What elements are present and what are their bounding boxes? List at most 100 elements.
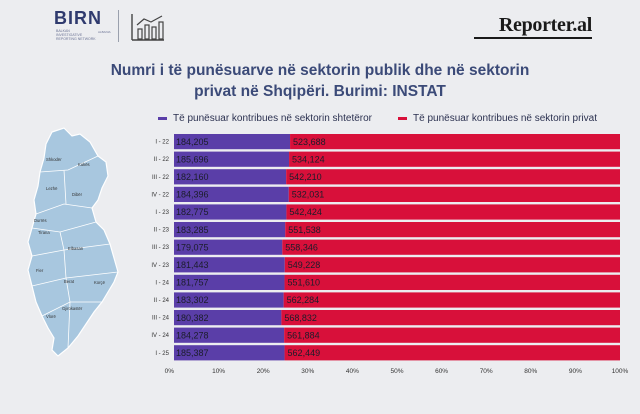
- albania-map: Shkodër Kukës Lezhë Dibër Durrës Tirana …: [27, 127, 119, 357]
- x-tick-label: 10%: [212, 368, 225, 375]
- category-label: I - 24: [155, 280, 169, 286]
- legend-item-public: Të punësuar kontribues në sektorin shtet…: [158, 113, 372, 124]
- data-label-private: 551,610: [288, 278, 321, 288]
- data-label-public: 180,382: [176, 313, 209, 323]
- data-label-private: 551,538: [288, 225, 321, 235]
- category-label: II - 23: [154, 228, 170, 234]
- data-label-private: 562,449: [288, 348, 321, 358]
- data-label-public: 185,387: [176, 348, 209, 358]
- data-label-public: 179,075: [176, 242, 209, 252]
- x-tick-label: 30%: [301, 368, 314, 375]
- header-divider: [118, 10, 119, 42]
- x-tick-label: 40%: [346, 368, 359, 375]
- data-label-private: 549,228: [288, 260, 321, 270]
- bar-public: [174, 239, 283, 255]
- legend-item-private: Të punësuar kontribues në sektorin priva…: [398, 113, 597, 124]
- map-label-tirana: Tirana: [38, 230, 50, 235]
- category-label: I - 23: [155, 210, 169, 216]
- chart-title-line2: privat në Shqipëri. Burimi: INSTAT: [194, 83, 446, 100]
- bar-public: [174, 151, 290, 167]
- x-tick-label: 80%: [524, 368, 537, 375]
- category-label: III - 23: [152, 245, 170, 251]
- stacked-bar-chart: 184,205 523,688 I - 22 185,696 534,124 II - 2…: [151, 134, 629, 375]
- bar-private: [286, 204, 620, 220]
- bar-private: [286, 169, 620, 185]
- bar-private: [283, 292, 620, 308]
- bar-private: [282, 239, 620, 255]
- map-label-gjirokaster: Gjirokastër: [62, 306, 83, 311]
- bar-private: [284, 274, 620, 290]
- bar-private: [290, 134, 620, 150]
- category-label: IV - 24: [151, 333, 169, 339]
- bar-private: [284, 345, 620, 361]
- bar-public: [174, 310, 282, 326]
- data-label-public: 184,396: [176, 190, 209, 200]
- legend-label-public: Të punësuar kontribues në sektorin shtet…: [173, 113, 372, 124]
- map-label-lezhe: Lezhë: [46, 186, 58, 191]
- data-label-private: 561,884: [287, 330, 320, 340]
- data-label-public: 184,205: [176, 137, 209, 147]
- map-label-shkoder: Shkodër: [46, 157, 62, 162]
- data-label-private: 532,031: [292, 190, 325, 200]
- x-tick-label: 0%: [165, 368, 175, 375]
- data-label-public: 182,775: [176, 207, 209, 217]
- bar-private: [284, 257, 620, 273]
- bar-public: [174, 186, 289, 202]
- legend-swatch-private: [398, 117, 407, 120]
- birn-logo-text: BIRN: [54, 8, 102, 28]
- data-label-public: 182,160: [176, 172, 209, 182]
- bar-public: [174, 327, 285, 343]
- bar-public: [174, 169, 287, 185]
- map-label-korce: Korçë: [94, 280, 106, 285]
- category-label: I - 22: [155, 140, 169, 146]
- data-label-private: 542,210: [289, 172, 322, 182]
- bar-public: [174, 222, 286, 238]
- data-label-public: 183,285: [176, 225, 209, 235]
- data-label-public: 184,278: [176, 330, 209, 340]
- category-label: II - 24: [154, 298, 170, 304]
- bar-public: [174, 292, 284, 308]
- map-label-vlore: Vlorë: [46, 314, 56, 319]
- reporter-logo-underline: [474, 37, 592, 39]
- x-tick-label: 20%: [257, 368, 270, 375]
- birn-logo: BIRN BALKAN INVESTIGATIVE REPORTING NETW…: [54, 8, 112, 44]
- map-label-diber: Dibër: [72, 192, 83, 197]
- bar-chart-icon: [131, 14, 164, 41]
- legend-swatch-public: [158, 117, 167, 120]
- bar-private: [288, 186, 620, 202]
- category-label: II - 22: [154, 157, 170, 163]
- bar-public: [174, 257, 285, 273]
- data-label-private: 523,688: [293, 137, 326, 147]
- data-label-private: 562,284: [287, 295, 320, 305]
- x-tick-label: 60%: [435, 368, 448, 375]
- map-label-durres: Durrës: [34, 218, 47, 223]
- chart-title-line1: Numri i të punësuarve në sektorin publik…: [110, 62, 530, 79]
- x-tick-label: 90%: [569, 368, 582, 375]
- bar-public: [174, 274, 285, 290]
- bar-private: [281, 310, 620, 326]
- map-label-elbasan: Elbasan: [68, 246, 84, 251]
- reporter-logo: Reporter.al: [498, 14, 592, 36]
- category-label: IV - 23: [151, 263, 169, 269]
- category-label: IV - 22: [151, 192, 169, 198]
- bar-public: [174, 134, 291, 150]
- header: BIRN BALKAN INVESTIGATIVE REPORTING NETW…: [0, 0, 640, 52]
- albania-map-shape: [27, 127, 119, 357]
- bar-private: [285, 222, 620, 238]
- map-label-kukes: Kukës: [78, 162, 90, 167]
- data-label-public: 181,443: [176, 260, 209, 270]
- data-label-public: 185,696: [176, 154, 209, 164]
- map-label-berat: Berat: [64, 279, 75, 284]
- data-label-private: 568,832: [284, 313, 317, 323]
- bar-private: [289, 151, 620, 167]
- bar-public: [174, 204, 287, 220]
- data-label-public: 181,757: [176, 278, 209, 288]
- x-tick-label: 100%: [612, 368, 629, 375]
- data-label-private: 542,424: [289, 207, 322, 217]
- chart-title: Numri i të punësuarve në sektorin publik…: [0, 60, 640, 102]
- category-label: III - 22: [152, 175, 170, 181]
- data-label-private: 534,124: [292, 154, 325, 164]
- data-label-private: 558,346: [285, 242, 318, 252]
- category-label: III - 24: [152, 316, 170, 322]
- bar-public: [174, 345, 285, 361]
